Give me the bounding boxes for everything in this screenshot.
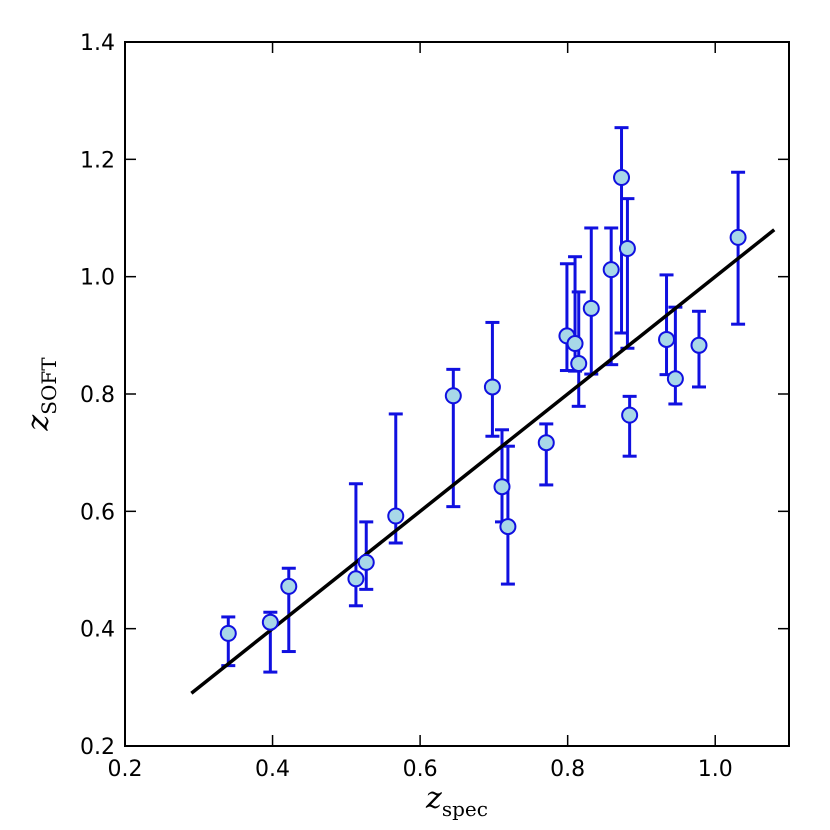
errorbar [348,482,363,608]
y-axis-label-sub: SOFT [37,357,61,415]
data-point [493,478,511,496]
y-axis-label-main: z [21,415,56,432]
x-tick-label: 1.0 [698,757,733,782]
y-tick-label: 1.2 [80,148,115,173]
errorbar [539,422,554,487]
x-tick-label: 0.2 [108,757,143,782]
y-tick-label: 1.4 [80,31,115,56]
data-point [280,577,298,595]
data-point [219,624,237,642]
errorbar [559,262,574,373]
y-tick-label: 0.6 [80,500,115,525]
data-point [621,406,639,424]
data-point [729,228,747,246]
data-point [690,336,708,354]
errorbar [659,273,674,377]
data-point [566,335,584,353]
data-point [537,434,555,452]
data-point [347,570,365,588]
errorbar [604,226,619,367]
data-point [499,518,517,536]
tick-label-layer: 0.2 0.4 0.6 0.8 1.0 0.2 0.4 0.6 0.8 1.0 1.2 1.4 [80,31,733,782]
data-point [582,299,600,317]
tick-layer [124,41,789,747]
data-point [618,240,636,258]
errorbar-layer [221,126,746,674]
x-axis-label-main: z [425,781,442,816]
y-tick-label: 0.8 [80,383,115,408]
x-tick-label: 0.8 [550,757,585,782]
y-tick-label: 0.2 [80,735,115,760]
y-tick-label: 0.4 [80,618,115,643]
data-point [387,507,405,525]
y-tick-label: 1.0 [80,266,115,291]
data-point [658,330,676,348]
data-point [261,613,279,631]
data-point [444,387,462,405]
errorbar [731,170,746,326]
errorbar [668,305,683,406]
point-layer [219,169,747,642]
fit-line [190,228,776,695]
x-tick-label: 0.4 [255,757,290,782]
data-point [613,169,631,187]
data-point [666,370,684,388]
data-point [357,553,375,571]
data-point [483,378,501,396]
fit-line-layer [190,228,776,695]
x-axis-label-sub: spec [442,797,488,821]
data-point [570,354,588,372]
x-axis-label: zspec [425,781,488,821]
y-axis-label: zSOFT [21,357,61,432]
errorbar [622,394,637,458]
data-point [602,261,620,279]
x-tick-label: 0.6 [403,757,438,782]
